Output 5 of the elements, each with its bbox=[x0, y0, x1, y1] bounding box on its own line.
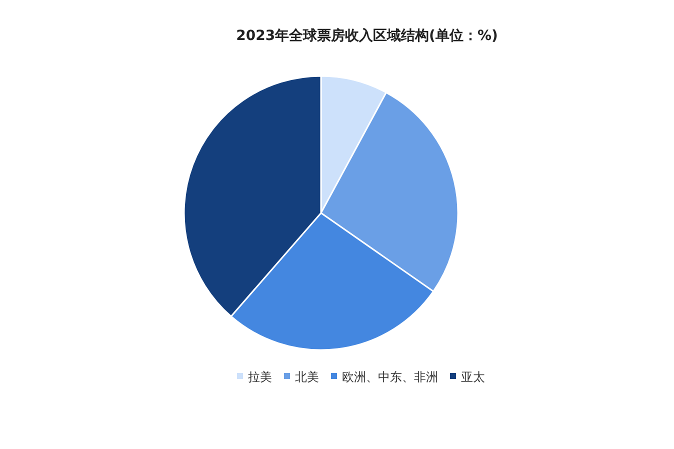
chart-title: 2023年全球票房收入区域结构(单位：%) bbox=[236, 27, 498, 44]
legend-label: 拉美 bbox=[248, 370, 272, 384]
legend-label: 北美 bbox=[295, 370, 319, 384]
legend-label: 亚太 bbox=[461, 370, 485, 384]
legend-label: 欧洲、中东、非洲 bbox=[342, 370, 438, 384]
